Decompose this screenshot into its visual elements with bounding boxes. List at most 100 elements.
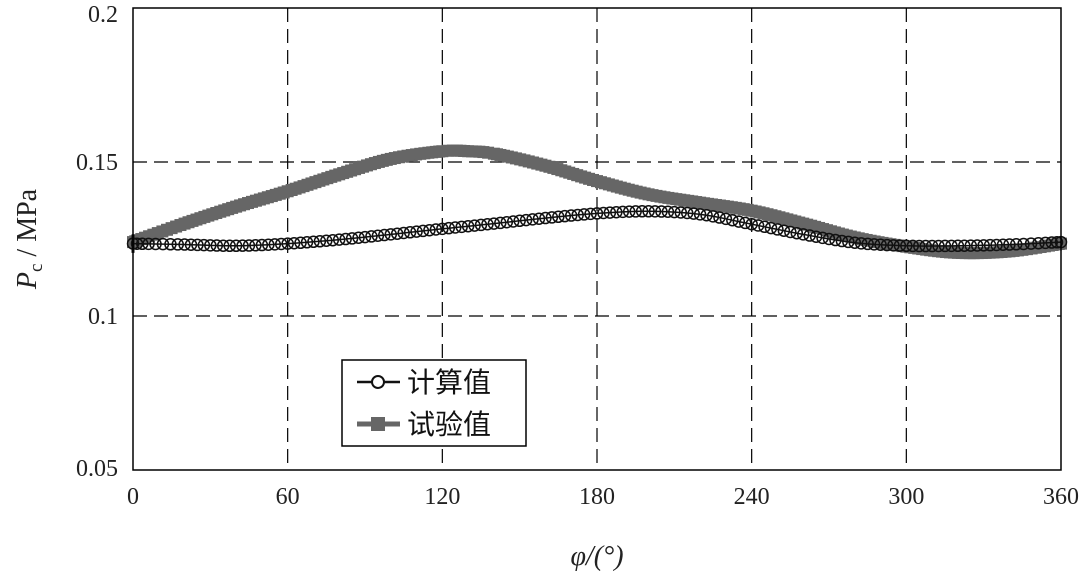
calculated-point [938,239,952,253]
series-experimental [127,144,1067,260]
calculated-point [1017,237,1030,251]
calculated-point [758,220,771,234]
calculated-point [622,205,636,218]
calculated-point [655,205,668,218]
calculated-point [178,238,191,251]
calculated-point [822,232,836,246]
calculated-point [552,210,565,224]
calculated-point [751,219,765,232]
calculated-point [365,230,378,243]
calculated-point [854,237,868,250]
calculated-point [706,210,720,223]
calculated-point [577,208,591,221]
calculated-point [423,223,436,237]
calculated-point [680,206,694,220]
legend-item-experimental: 试验值 [357,408,491,441]
calculated-point [526,213,539,226]
calculated-point [726,213,739,227]
calculated-point [345,232,359,245]
x-tick-label: 360 [1043,484,1079,510]
y-tick-label: 0.2 [88,2,118,28]
calculated-point [584,207,597,221]
calculated-point [945,239,958,253]
calculated-point [745,217,758,231]
calculated-point [358,230,372,244]
calculated-point [468,219,481,232]
grid-lines [133,8,1061,470]
calculated-point [990,238,1003,252]
calculated-point [893,239,907,252]
calculated-point [564,209,578,222]
calculated-point [416,224,430,238]
calculated-point [771,223,784,236]
calculated-point [197,238,211,252]
calculated-point [796,228,810,241]
calculated-point [410,225,423,238]
calculated-point [191,238,204,252]
calculated-line [132,210,1062,247]
calculated-point [539,211,552,225]
tick-labels: 0 60 120 180 240 300 360 0.05 0.1 0.15 0.2 [76,2,1079,510]
calculated-point [513,214,526,228]
calculated-point [803,229,816,242]
x-tick-label: 180 [579,484,615,510]
calculated-point [687,207,700,220]
calculated-point [642,205,655,218]
calculated-point [274,237,288,251]
y-tick-label: 0.15 [76,150,118,176]
legend-item-calculated: 计算值 [357,366,491,399]
calculated-point [519,213,533,227]
calculated-point [932,239,945,253]
calculated-point [835,234,849,248]
series-layer [126,144,1068,260]
calculated-point [790,226,804,240]
calculated-point [371,229,385,242]
calculated-point [339,232,352,246]
y-tick-label: 0.05 [76,456,118,482]
calculated-point [281,237,294,250]
calculated-point [307,235,320,249]
calculated-point [149,237,162,251]
calculated-point [951,239,965,253]
calculated-point [436,222,449,236]
legend-label-experimental: 试验值 [407,408,491,441]
calculated-point [861,237,874,251]
calculated-point [970,239,984,252]
series-calculated [126,205,1068,253]
calculated-point [287,236,301,250]
calculated-point [1024,237,1038,250]
calculated-point [867,238,881,251]
calculated-point [1032,236,1045,250]
calculated-point [442,221,456,235]
calculated-point [474,218,488,232]
calculated-point [571,208,584,222]
calculated-point [1009,238,1023,251]
calculated-point [1045,236,1058,249]
calculated-point [738,216,752,230]
calculated-point [764,221,778,235]
calculated-point [320,234,333,247]
calculated-point [313,235,327,248]
calculated-point [326,233,340,247]
plot-frame [132,7,1062,471]
calculated-point [429,223,443,236]
calculated-point [1050,236,1064,249]
calculated-point [880,238,894,252]
calculated-point [249,239,262,252]
calculated-point [842,235,855,249]
calculated-point [384,228,398,241]
x-tick-label: 240 [734,484,770,510]
calculated-point [171,238,185,251]
calculated-point [184,238,198,251]
calculated-point [500,215,514,229]
calculated-point [1003,238,1016,251]
calculated-point [674,206,688,219]
calculated-point [919,239,932,253]
calculated-point [732,215,746,228]
calculated-point [455,220,468,234]
y-axis-label: Pc / MPa [12,188,47,290]
calculated-point [300,236,314,249]
calculated-point [461,219,475,233]
calculated-point [229,239,243,253]
